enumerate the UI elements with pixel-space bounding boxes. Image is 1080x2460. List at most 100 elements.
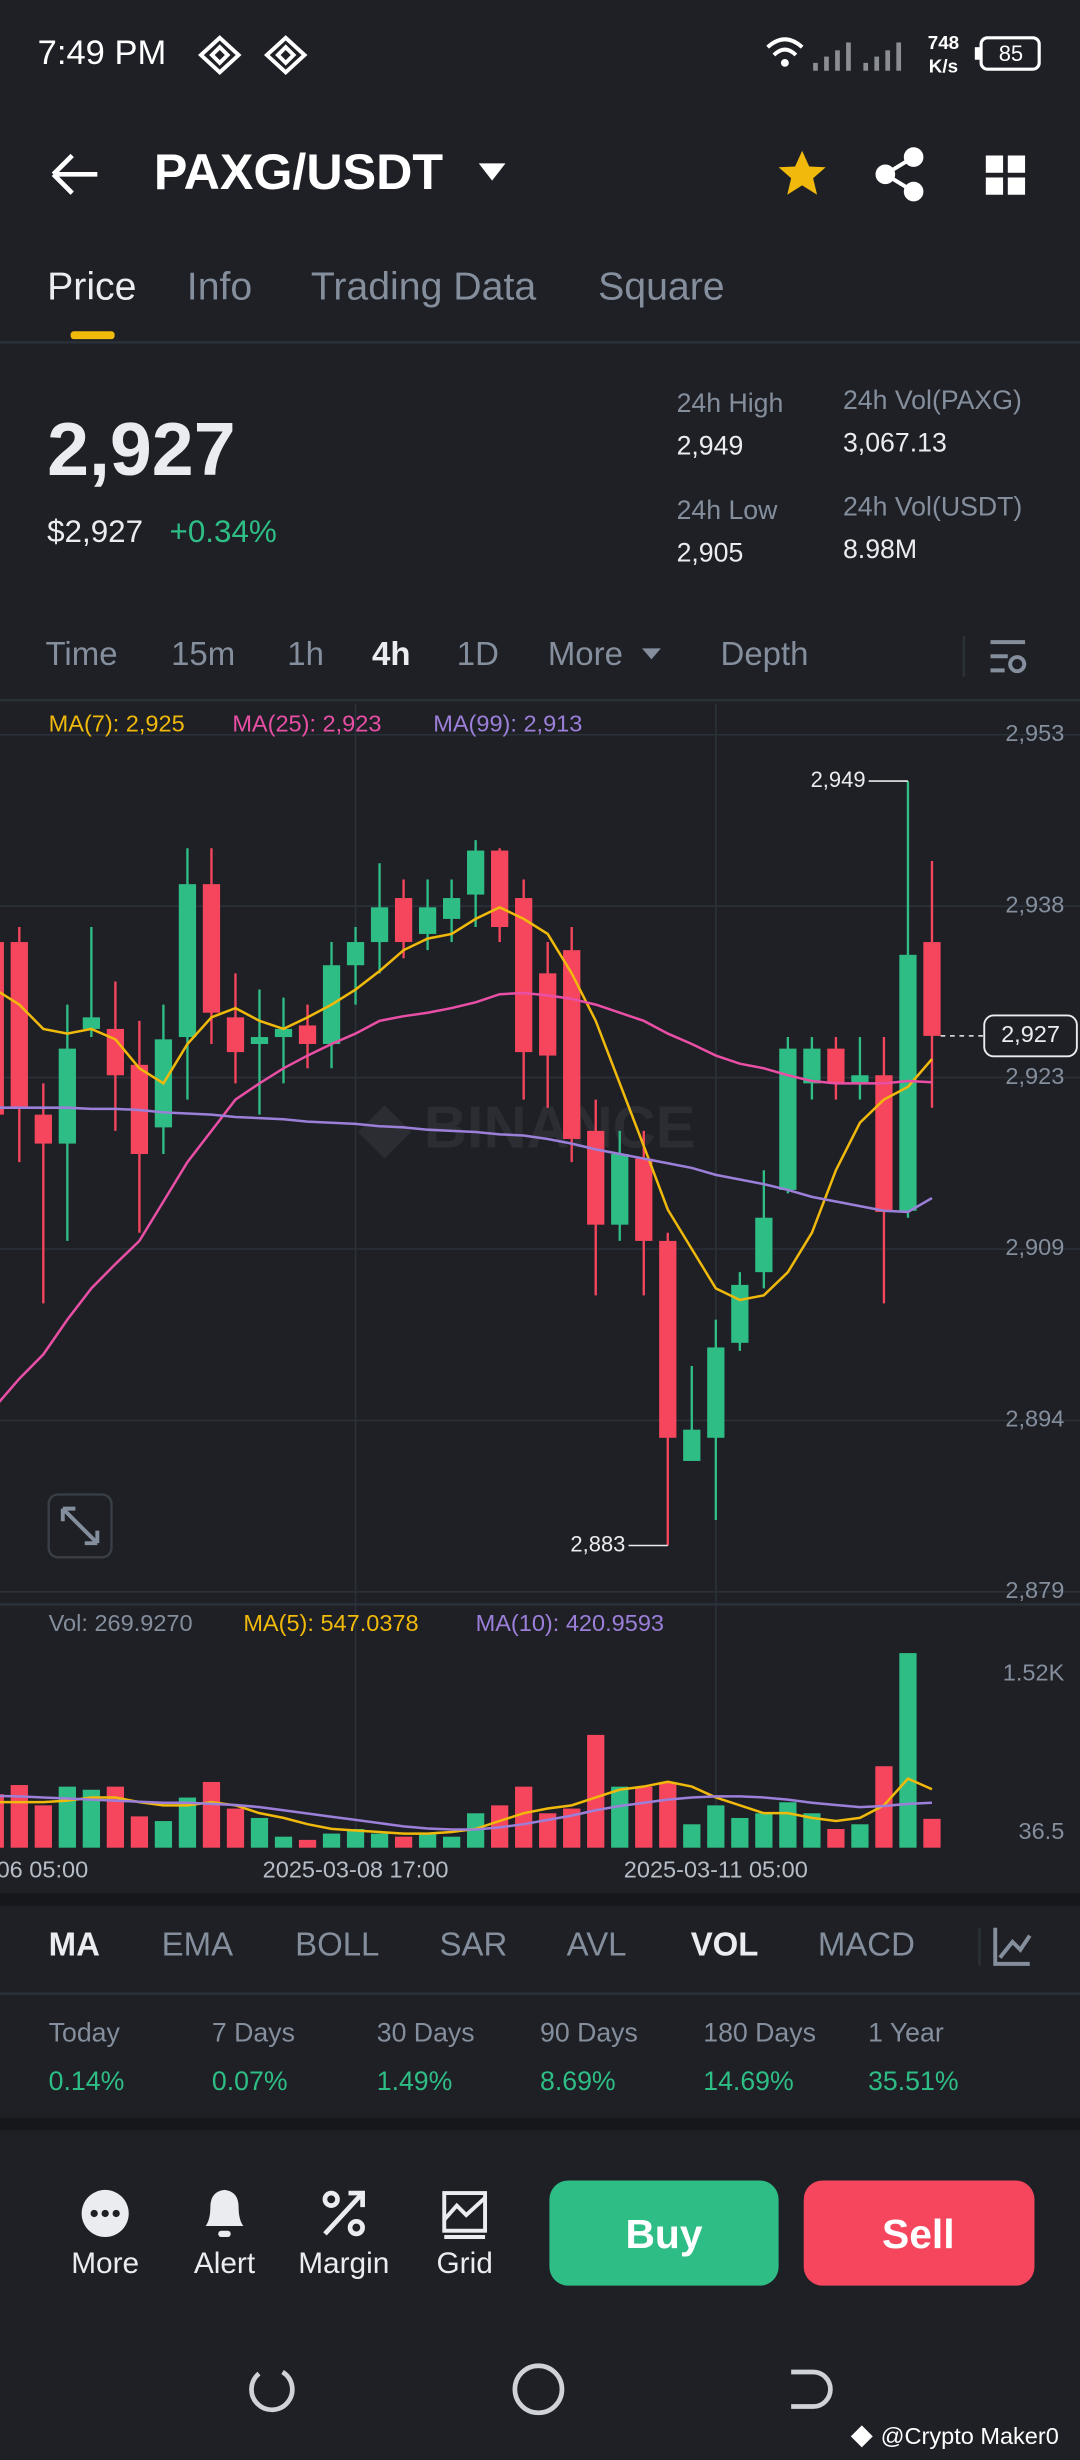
chart-settings[interactable] [990, 640, 1027, 674]
stat-label: 24h Low [677, 495, 779, 525]
band [0, 1893, 1080, 1906]
volume-bar [58, 1786, 76, 1848]
volume-bar [851, 1824, 869, 1848]
volume-bar [418, 1833, 437, 1848]
buy-label[interactable]: Buy [625, 2211, 702, 2257]
pair-title[interactable]: PAXG/USDT [154, 144, 444, 200]
band [0, 2117, 1080, 2131]
candle-body [803, 1048, 821, 1084]
stat-label: 24h Vol(PAXG) [843, 385, 1022, 415]
ma-line [0, 991, 933, 1403]
share-button[interactable] [875, 147, 924, 202]
interval-tab[interactable]: 1h [287, 635, 324, 672]
tab[interactable]: Trading Data [311, 264, 537, 308]
last-price-label: 2,927 [1001, 1021, 1060, 1047]
interval-tab[interactable]: 4h [372, 635, 410, 672]
sell-button[interactable] [803, 2180, 1035, 2286]
candle-body [899, 954, 917, 1211]
legend-entry: MA(7): 2,925 [49, 711, 185, 737]
y-tick-label: 2,909 [1005, 1234, 1064, 1260]
y-tick-label: 2,879 [1005, 1577, 1064, 1603]
performance-value: 14.69% [703, 2066, 793, 2096]
nav-label[interactable]: Alert [194, 2247, 256, 2280]
back-button[interactable] [51, 153, 98, 195]
performance-value: 1.49% [377, 2066, 453, 2096]
x-tick-label: 2025-03-06 05:00 [0, 1856, 88, 1882]
candle-body [563, 950, 581, 1139]
candle-body [394, 898, 413, 943]
nav-label[interactable]: Margin [298, 2247, 389, 2280]
nav-label[interactable]: Grid [436, 2247, 492, 2280]
volume-bar [154, 1821, 173, 1848]
battery-cap [974, 47, 980, 60]
candle-body [611, 1154, 629, 1225]
volume-bar [442, 1836, 461, 1848]
tab[interactable]: Info [187, 264, 252, 308]
interval-tab[interactable]: More [548, 635, 623, 672]
legend-entry: MA(10): 420.9593 [476, 1610, 664, 1636]
x-tick-label: 2025-03-08 17:00 [263, 1856, 449, 1882]
candle-body [491, 850, 509, 928]
indicator-tab[interactable]: MACD [818, 1925, 915, 1962]
performance-label: 1 Year [868, 2018, 944, 2048]
volume-bar [250, 1817, 269, 1848]
volume-bar [130, 1816, 149, 1848]
pair-dropdown[interactable] [478, 163, 506, 181]
annotation: 2,949 [811, 767, 866, 792]
legend-entry: MA(99): 2,913 [433, 711, 582, 737]
favorite-star[interactable] [778, 150, 826, 195]
candle-body [731, 1284, 749, 1343]
more-dropdown[interactable] [642, 648, 661, 660]
ma-line [0, 1106, 933, 1214]
indicator-tab[interactable]: VOL [691, 1925, 759, 1962]
chart-watermark: BINANCE [424, 1094, 696, 1161]
stat-value: 3,067.13 [843, 427, 947, 457]
price-change: +0.34% [170, 514, 277, 549]
candle-body [202, 884, 221, 1013]
more-icon[interactable] [81, 2189, 129, 2238]
performance-label: 180 Days [703, 2018, 816, 2048]
volume-bar [298, 1839, 317, 1848]
grid-icon[interactable] [442, 2191, 488, 2239]
volume-ma-line [0, 1794, 933, 1831]
recent-apps[interactable] [249, 2370, 295, 2413]
volume-bar [731, 1817, 749, 1848]
indicator-settings[interactable] [993, 1927, 1032, 1966]
volume-bar [923, 1818, 941, 1848]
interval-tab[interactable]: Time [46, 635, 118, 672]
status-icons [198, 35, 804, 75]
interval-tab[interactable]: Depth [721, 635, 809, 672]
volume-bar [899, 1653, 917, 1848]
candle-body [827, 1048, 845, 1084]
buy-button[interactable] [549, 2180, 779, 2286]
layout-button[interactable] [985, 155, 1026, 195]
indicator-tab[interactable]: EMA [162, 1925, 233, 1962]
volume-bar [515, 1786, 533, 1848]
candle-body [274, 1028, 293, 1038]
tab[interactable]: Square [598, 264, 725, 308]
indicator-tab[interactable]: AVL [567, 1925, 627, 1962]
candle-body [370, 907, 389, 943]
expand-button[interactable] [47, 1493, 113, 1559]
indicator-tab[interactable]: BOLL [295, 1925, 379, 1962]
indicator-tab[interactable]: SAR [440, 1925, 508, 1962]
interval-tab[interactable]: 1D [457, 635, 499, 672]
volume-bar [82, 1789, 100, 1848]
stat-value: 2,905 [677, 537, 744, 567]
sell-label[interactable]: Sell [882, 2211, 955, 2257]
nav-label[interactable]: More [71, 2247, 139, 2280]
tab[interactable]: Price [47, 264, 136, 308]
status-time: 7:49 PM [38, 34, 167, 72]
candle-body [515, 898, 533, 1053]
margin-icon[interactable] [322, 2190, 365, 2237]
home-button[interactable] [512, 2363, 565, 2416]
indicator-tab[interactable]: MA [49, 1925, 100, 1962]
alert-icon[interactable] [205, 2189, 244, 2238]
performance-value: 8.69% [540, 2066, 616, 2096]
signal-bars [813, 42, 902, 71]
interval-tab[interactable]: 15m [171, 635, 235, 672]
system-back[interactable] [791, 2369, 833, 2409]
